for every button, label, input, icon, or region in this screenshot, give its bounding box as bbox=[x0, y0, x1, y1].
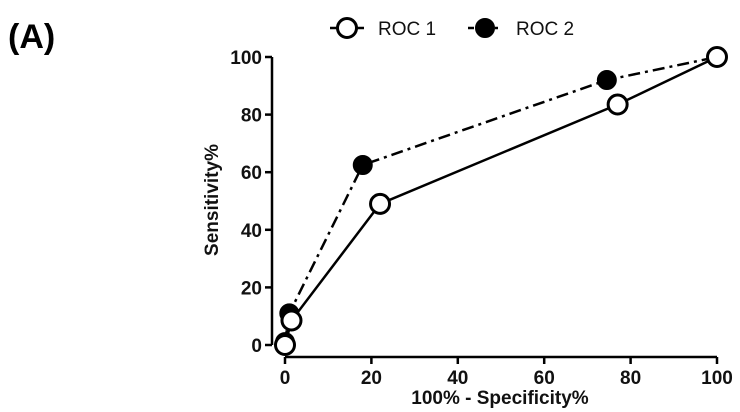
legend-label: ROC 1 bbox=[378, 19, 436, 40]
data-point bbox=[706, 46, 728, 68]
legend-entry: ROC 1 bbox=[330, 17, 436, 40]
x-tick-label: 100 bbox=[701, 368, 733, 389]
x-tick-label: 20 bbox=[361, 368, 382, 389]
legend-label: ROC 2 bbox=[516, 19, 574, 40]
y-axis-label: Sensitivity% bbox=[202, 144, 223, 256]
series-line bbox=[283, 55, 718, 343]
y-tick-label: 0 bbox=[251, 336, 262, 357]
panel-label: (A) bbox=[8, 18, 55, 56]
x-tick-label: 60 bbox=[534, 368, 555, 389]
x-tick-label: 80 bbox=[620, 368, 641, 389]
series-layer bbox=[274, 46, 728, 356]
data-point bbox=[596, 70, 617, 91]
x-axis-label: 100% - Specificity% bbox=[411, 388, 589, 409]
y-tick-label: 60 bbox=[241, 163, 262, 184]
data-point bbox=[274, 334, 296, 356]
legend-marker bbox=[336, 17, 358, 39]
axes: 0 20 40 60 80 100 0 20 40 60 80 100 bbox=[230, 48, 733, 389]
data-point bbox=[280, 309, 303, 332]
series-roc-2 bbox=[275, 47, 727, 353]
data-point bbox=[352, 155, 373, 175]
legend-entry: ROC 2 bbox=[468, 18, 574, 40]
y-tick-label: 20 bbox=[241, 278, 262, 299]
legend-marker bbox=[475, 18, 495, 38]
y-tick-label: 100 bbox=[230, 48, 262, 69]
series-roc-1 bbox=[274, 46, 728, 356]
legend: ROC 1 ROC 2 bbox=[330, 17, 574, 40]
y-tick-label: 40 bbox=[241, 221, 262, 242]
data-point bbox=[606, 93, 629, 116]
x-tick-label: 40 bbox=[447, 368, 468, 389]
series-line bbox=[283, 55, 718, 346]
data-point bbox=[369, 192, 392, 215]
x-tick-label: 0 bbox=[280, 368, 291, 389]
y-tick-label: 80 bbox=[241, 106, 262, 127]
